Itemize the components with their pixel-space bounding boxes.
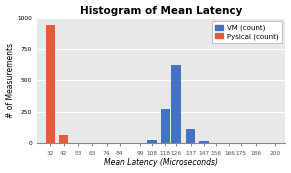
- Bar: [147, 140, 157, 143]
- Legend: VM (count), Pysical (count): VM (count), Pysical (count): [212, 21, 282, 43]
- Title: Histogram of Mean Latency: Histogram of Mean Latency: [80, 6, 242, 16]
- Bar: [199, 141, 209, 143]
- Bar: [46, 25, 55, 143]
- X-axis label: Mean Latency (Microseconds): Mean Latency (Microseconds): [104, 158, 218, 167]
- Bar: [186, 129, 195, 143]
- Bar: [59, 135, 68, 143]
- Y-axis label: # of Measurements: # of Measurements: [6, 43, 15, 118]
- Bar: [161, 109, 170, 143]
- Bar: [171, 65, 181, 143]
